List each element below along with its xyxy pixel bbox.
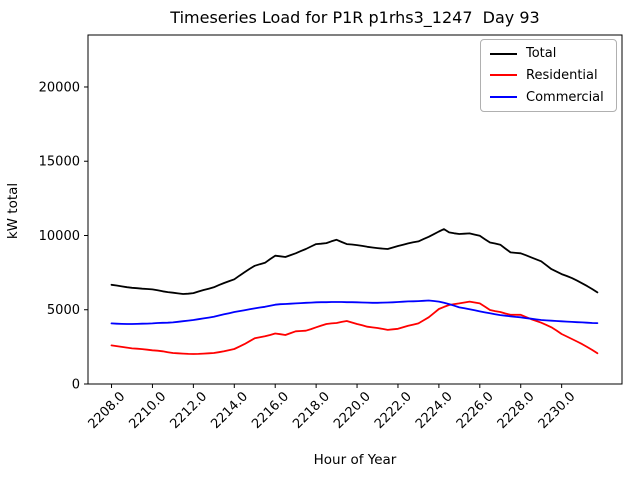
series-line-residential — [110, 300, 599, 355]
y-tick-label: 20000 — [39, 80, 80, 95]
x-tick-label: 2230.0 — [536, 389, 579, 432]
legend-label: Commercial — [526, 89, 604, 105]
x-tick-label: 2218.0 — [290, 389, 333, 432]
legend-item-commercial: Commercial — [481, 91, 616, 104]
series-line-commercial — [110, 299, 599, 325]
x-tick-label: 2228.0 — [495, 389, 538, 432]
legend-line-swatch — [490, 52, 517, 55]
series-line-total — [110, 228, 599, 295]
x-axis-label: Hour of Year — [314, 452, 397, 468]
legend: Total Residential Commercial — [480, 39, 617, 112]
legend-label: Residential — [526, 67, 598, 83]
axes-spines — [87, 34, 623, 385]
legend-item-total: Total — [481, 47, 616, 60]
x-tick-label: 2222.0 — [372, 389, 415, 432]
x-tick-label: 2220.0 — [331, 389, 374, 432]
x-tick-label: 2212.0 — [167, 389, 210, 432]
x-tick-label: 2208.0 — [86, 389, 129, 432]
x-tick-label: 2226.0 — [454, 389, 497, 432]
legend-line-swatch — [490, 96, 517, 99]
x-tick-label: 2210.0 — [126, 389, 169, 432]
legend-label: Total — [526, 46, 557, 62]
y-tick-label: 15000 — [39, 155, 80, 170]
y-axis-label: kW total — [5, 183, 21, 239]
y-tick-label: 5000 — [47, 303, 80, 318]
legend-item-residential: Residential — [481, 69, 616, 82]
legend-line-swatch — [490, 74, 517, 77]
x-tick-label: 2214.0 — [208, 389, 251, 432]
chart-title: Timeseries Load for P1R p1rhs3_1247 Day … — [169, 8, 539, 28]
x-tick-label: 2216.0 — [249, 389, 292, 432]
y-tick-label: 0 — [72, 378, 80, 393]
y-tick-label: 10000 — [39, 229, 80, 244]
x-tick-label: 2224.0 — [413, 389, 456, 432]
